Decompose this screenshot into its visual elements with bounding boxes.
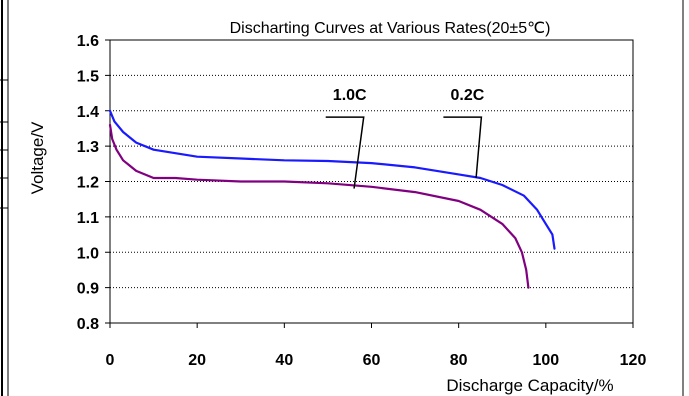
y-tick-label-8: 1.6 xyxy=(77,33,99,50)
grid-layer xyxy=(110,74,633,289)
series-layer xyxy=(108,109,556,289)
annotation-label-1: 0.2C xyxy=(450,87,484,104)
x-tick-label-0: 0 xyxy=(106,352,115,369)
y-tick-label-1: 0.9 xyxy=(77,281,99,298)
y-tick-label-5: 1.3 xyxy=(77,139,99,156)
y-axis-title: Voltage/V xyxy=(28,121,47,194)
y-tick-label-2: 1.0 xyxy=(77,245,99,262)
y-tick-label-4: 1.2 xyxy=(77,175,99,192)
y-tick-label-6: 1.4 xyxy=(77,104,99,121)
x-tick-label-5: 100 xyxy=(532,352,559,369)
series-line-1-0C xyxy=(108,123,530,289)
annotation-leader-1 xyxy=(443,116,483,179)
x-tick-label-6: 120 xyxy=(620,352,647,369)
annotation-layer: 1.0C 0.2C xyxy=(325,87,485,189)
y-tick-label-7: 1.5 xyxy=(77,68,99,85)
x-tick-label-1: 20 xyxy=(188,352,206,369)
y-tick-label-0: 0.8 xyxy=(77,316,99,333)
x-axis-title: Discharge Capacity/% xyxy=(446,376,613,395)
x-tick-label-4: 80 xyxy=(450,352,468,369)
y-tick-label-3: 1.1 xyxy=(77,210,99,227)
x-tick-label-3: 60 xyxy=(363,352,381,369)
annotation-leader-0 xyxy=(325,116,365,189)
annotation-label-0: 1.0C xyxy=(333,87,367,104)
axes-layer: 0.8 0.9 1.0 1.1 1.2 1.3 1.4 1.5 1.6 0 20 40 60 80 100 1… xyxy=(77,33,647,369)
chart-title: Discharting Curves at Various Rates(20±5… xyxy=(230,20,551,37)
series-line-0-2C xyxy=(108,109,556,250)
x-tick-label-2: 40 xyxy=(275,352,293,369)
